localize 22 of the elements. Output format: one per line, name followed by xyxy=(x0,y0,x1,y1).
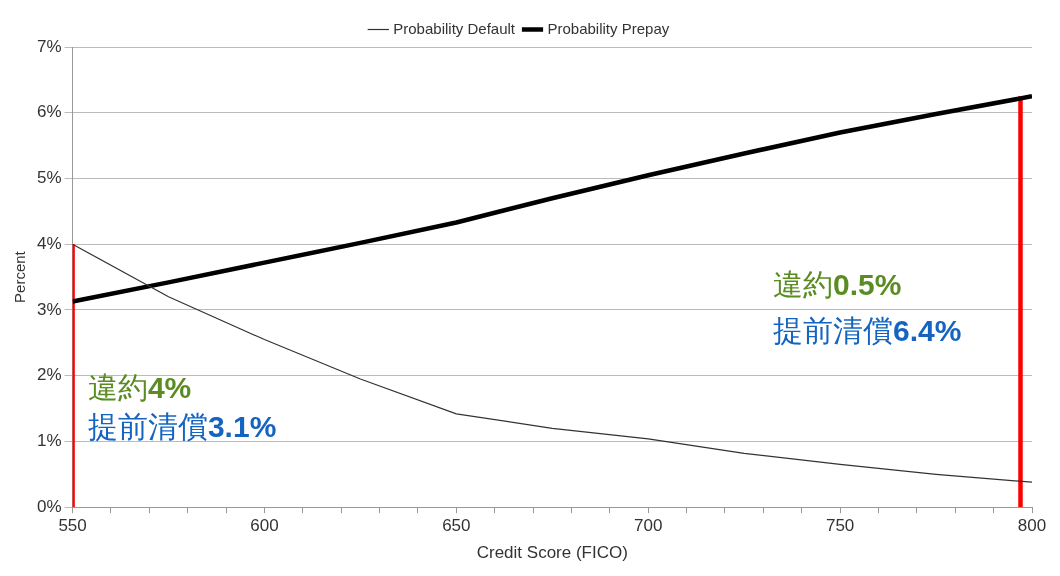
y-tick-label: 3% xyxy=(36,299,62,319)
annotation: 提前清償6.4% xyxy=(772,313,962,347)
y-tick-label: 2% xyxy=(36,365,62,385)
y-tick-label: 0% xyxy=(36,496,62,516)
y-tick-label: 4% xyxy=(36,233,62,253)
x-tick-label: 600 xyxy=(250,516,279,536)
x-tick-label: 700 xyxy=(634,516,663,536)
y-tick-label: 1% xyxy=(36,431,62,451)
legend-label: Probability Default xyxy=(393,19,516,37)
annotation: 違約4% xyxy=(87,371,192,405)
x-tick-label: 650 xyxy=(442,516,471,536)
x-axis-title: Credit Score (FICO) xyxy=(476,543,628,563)
x-tick-label: 800 xyxy=(1017,516,1047,536)
annotation: 提前清償3.1% xyxy=(87,410,277,444)
annotation: 違約0.5% xyxy=(772,267,902,301)
y-axis-title: Percent xyxy=(11,250,29,303)
x-tick-label: 750 xyxy=(825,516,855,536)
x-tick-label: 550 xyxy=(58,516,87,536)
y-tick-label: 6% xyxy=(36,102,62,122)
y-tick-label: 7% xyxy=(36,36,62,56)
y-tick-label: 5% xyxy=(36,168,62,188)
legend-label: Probability Prepay xyxy=(547,19,670,37)
